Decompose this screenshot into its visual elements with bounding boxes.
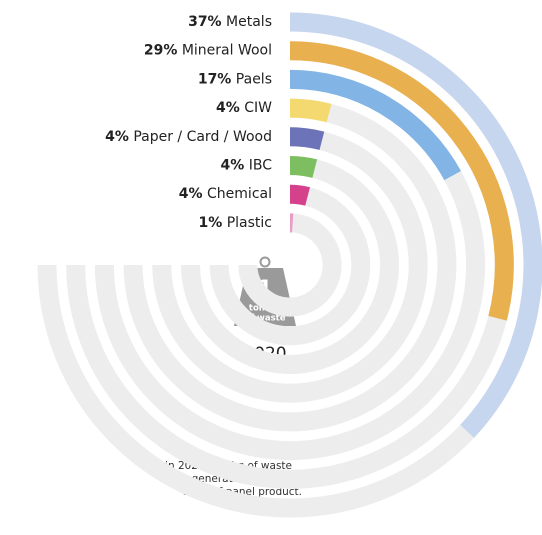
value-label: 4% [105, 129, 129, 145]
value-label: 37% [188, 14, 222, 30]
labels: 37% Metals 29% Mineral Wool 17% Paels 4% CI… [105, 14, 272, 231]
track [133, 108, 447, 422]
bar-label: 17% Paels [198, 71, 272, 87]
bar-label: 37% Metals [188, 14, 272, 30]
bar-label: 29% Mineral Wool [144, 43, 272, 59]
category-label: Mineral Wool [182, 43, 272, 59]
bar-label: 1% Plastic [198, 215, 272, 231]
value-label: 4% [221, 158, 245, 174]
category-label: Plastic [227, 215, 272, 231]
bar [290, 166, 315, 169]
value-label: 1% [198, 215, 222, 231]
value-label: 29% [144, 43, 178, 59]
value-label: 4% [216, 100, 240, 116]
bar [290, 108, 329, 113]
bar-label: 4% Paper / Card / Wood [105, 129, 272, 145]
track [162, 137, 418, 393]
category-label: Paper / Card / Wood [133, 129, 272, 145]
bar [290, 137, 322, 141]
value-label: 17% [198, 71, 232, 87]
value-label: 4% [179, 186, 203, 202]
category-label: Paels [236, 71, 272, 87]
category-label: Metals [226, 14, 272, 30]
category-label: Chemical [207, 186, 272, 202]
bar-label: 4% CIW [216, 100, 272, 116]
rings [47, 22, 533, 508]
category-label: CIW [244, 100, 272, 116]
bar [290, 194, 308, 196]
category-label: IBC [249, 158, 272, 174]
bar-label: 4% IBC [221, 158, 273, 174]
bar-label: 4% Chemical [179, 186, 272, 202]
